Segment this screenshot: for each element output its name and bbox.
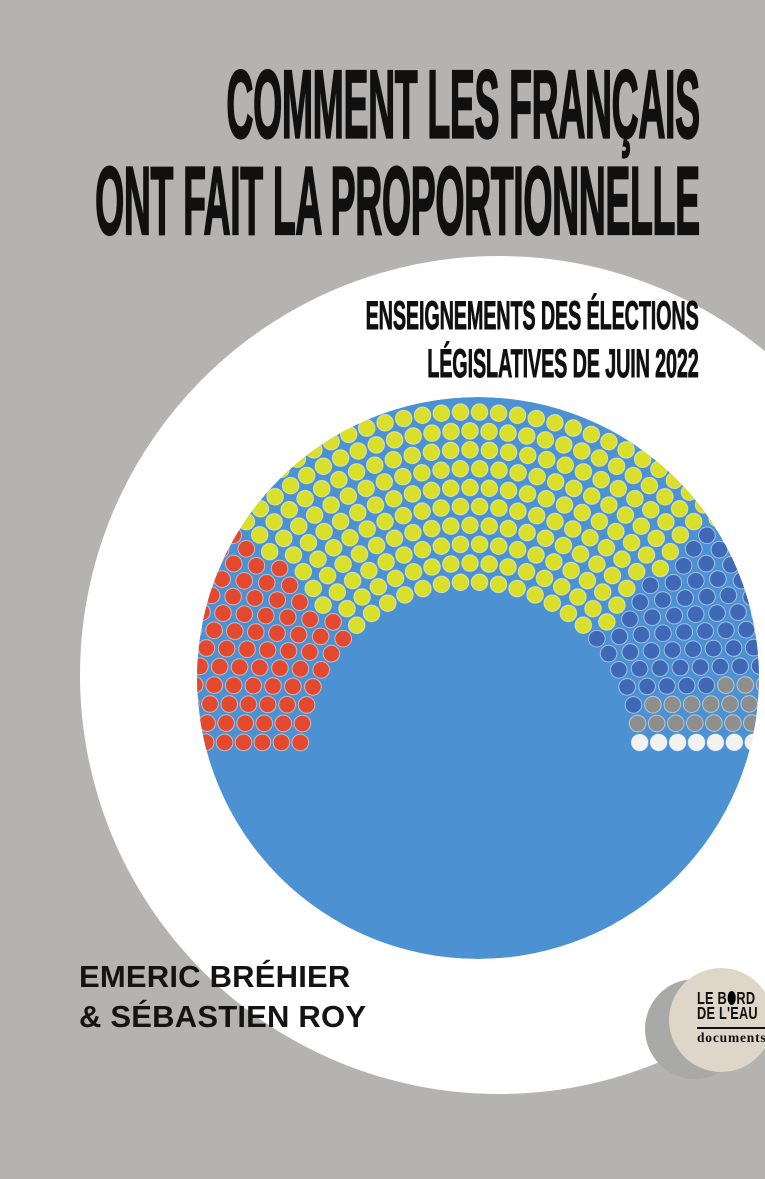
- book-subtitle-line1: ENSEIGNEMENTS DES ÉLECTIONS: [365, 294, 700, 339]
- publisher-logo: LE B RD DE L'EAU: [697, 988, 765, 1023]
- book-title-line2: ONT FAIT LA PROPORTIONNELLE: [95, 148, 701, 256]
- author-line2: & SÉBASTIEN ROY: [79, 999, 367, 1034]
- publisher-imprint: documents: [697, 1030, 765, 1045]
- book-title-line1: COMMENT LES FRANÇAIS: [226, 52, 700, 160]
- author-line1: EMERIC BRÉHIER: [79, 959, 351, 994]
- hemicycle-seat-dots: [197, 403, 759, 752]
- book-subtitle-line2: LÉGISLATIVES DE JUIN 2022: [427, 342, 699, 387]
- filled-o-logo-mark: [727, 991, 736, 1005]
- book-subtitle: ENSEIGNEMENTS DES ÉLECTIONS LÉGISLATIVES…: [365, 293, 700, 389]
- publisher-logo-circle: [669, 968, 765, 1072]
- publisher-name-line1: LE B RD: [697, 988, 756, 1008]
- author-names: EMERIC BRÉHIER & SÉBASTIEN ROY: [79, 957, 366, 1037]
- publisher-logo-rule: [697, 1027, 765, 1029]
- publisher-name-line2: DE L'EAU: [697, 1003, 758, 1023]
- book-title: COMMENT LES FRANÇAIS ONT FAIT LA PROPORT…: [95, 52, 701, 256]
